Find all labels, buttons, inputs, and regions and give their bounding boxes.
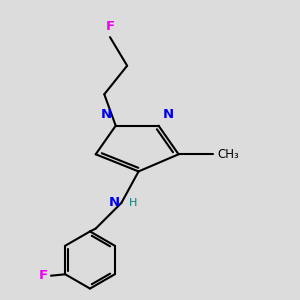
Text: H: H — [129, 198, 137, 208]
Text: F: F — [105, 20, 115, 33]
Text: CH₃: CH₃ — [217, 148, 239, 161]
Text: N: N — [109, 196, 120, 209]
Text: N: N — [100, 108, 111, 122]
Text: N: N — [163, 108, 174, 122]
Text: F: F — [39, 269, 48, 282]
